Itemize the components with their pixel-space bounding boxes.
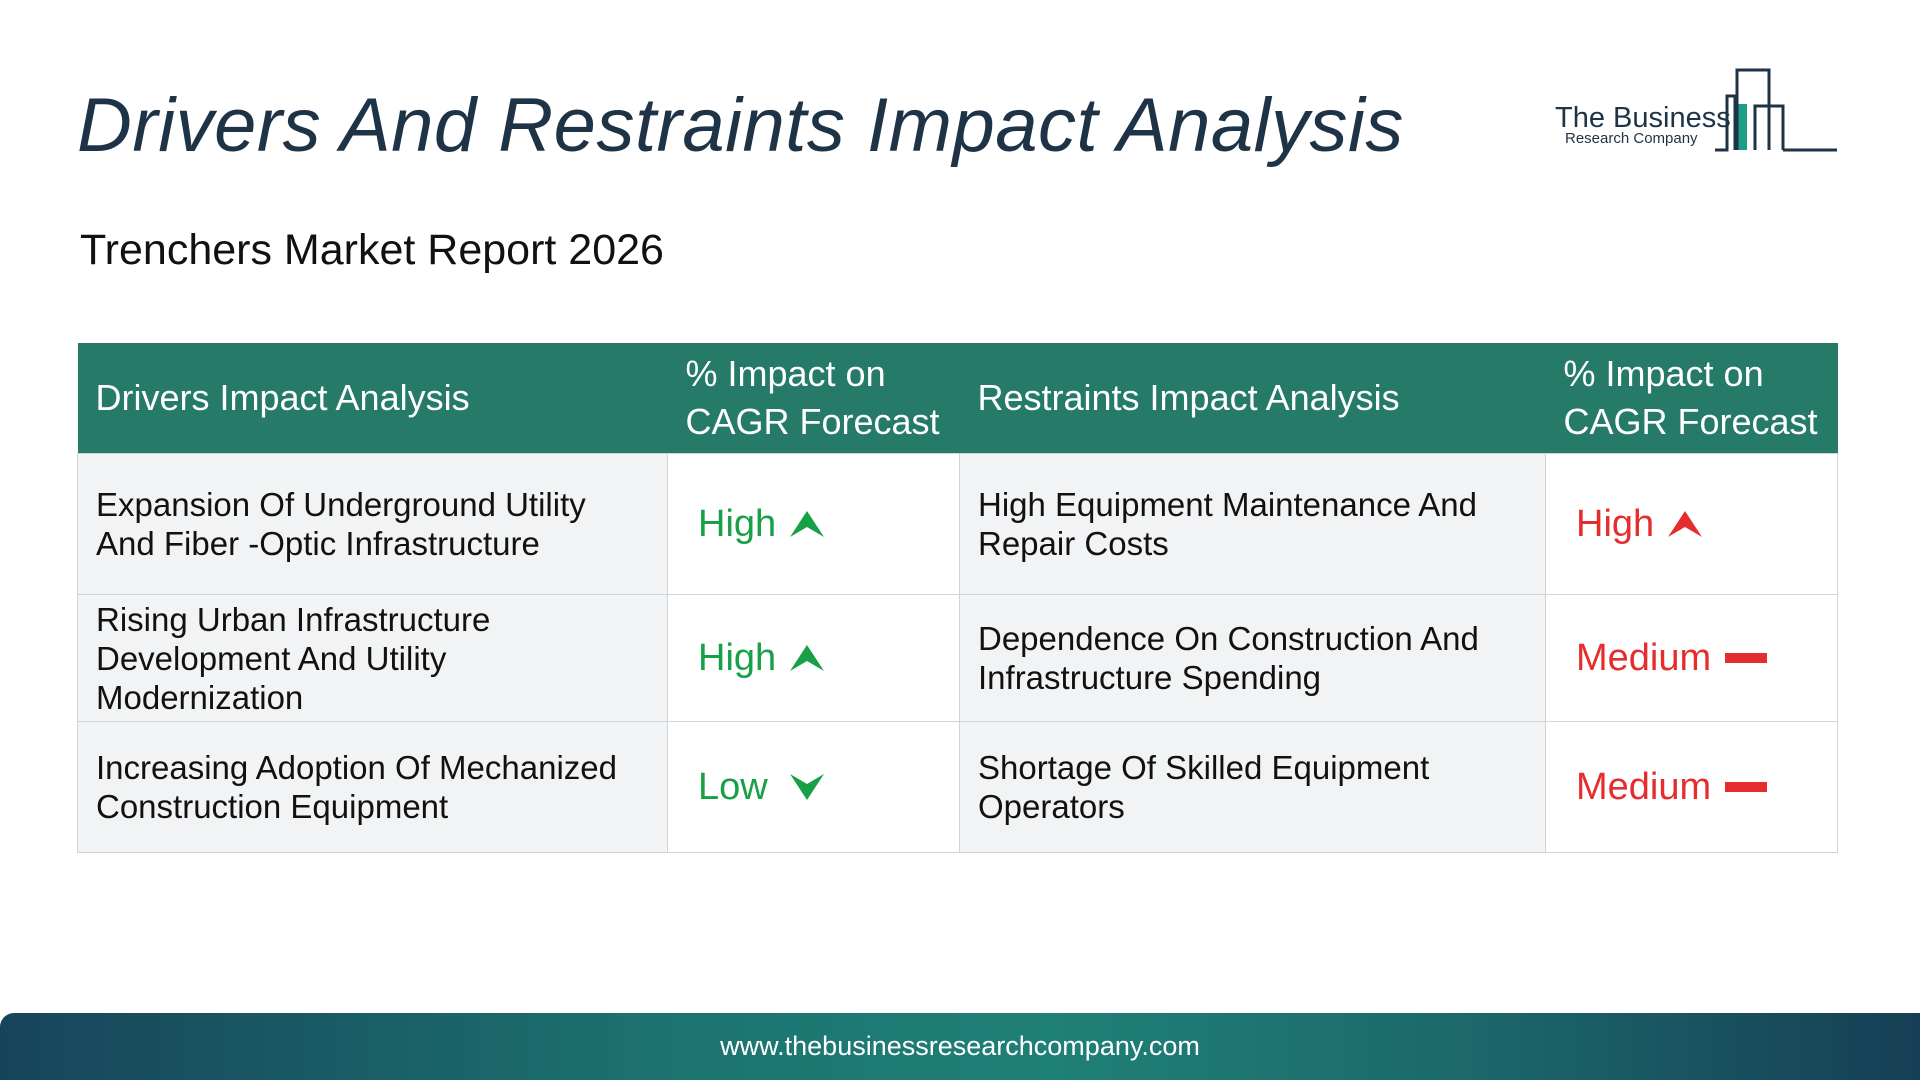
- arrow-up-icon: [790, 511, 825, 537]
- driver-impact-cell: High: [667, 594, 960, 722]
- website-link[interactable]: www.thebusinessresearchcompany.com: [720, 1031, 1200, 1061]
- col-header-restraints: Restraints Impact Analysis: [959, 343, 1546, 454]
- report-subtitle: Trenchers Market Report 2026: [80, 226, 664, 274]
- impact-level: Low: [698, 765, 824, 808]
- impact-level: High: [698, 636, 825, 679]
- table-row: Expansion Of Underground Utility And Fib…: [77, 453, 1838, 595]
- company-logo: The Business Research Company: [1555, 66, 1837, 156]
- table-row: Rising Urban Infrastructure Development …: [77, 594, 1838, 722]
- restraint-cell: High Equipment Maintenance And Repair Co…: [959, 453, 1546, 595]
- impact-level: Medium: [1576, 636, 1768, 679]
- restraint-cell: Dependence On Construction And Infrastru…: [959, 594, 1546, 722]
- impact-label: High: [698, 502, 777, 545]
- logo-tagline: Research Company: [1565, 130, 1698, 147]
- col-header-driver-impact: % Impact on CAGR Forecast: [667, 343, 960, 454]
- col-header-drivers: Drivers Impact Analysis: [77, 343, 668, 454]
- impact-label: High: [1576, 502, 1655, 545]
- table-header-row: Drivers Impact Analysis % Impact on CAGR…: [77, 343, 1838, 454]
- driver-impact-cell: Low: [667, 721, 960, 853]
- impact-table: Drivers Impact Analysis % Impact on CAGR…: [77, 343, 1838, 853]
- impact-level: High: [698, 502, 825, 545]
- col-header-restraint-impact: % Impact on CAGR Forecast: [1545, 343, 1838, 454]
- impact-label: Medium: [1576, 636, 1712, 679]
- table-row: Increasing Adoption Of Mechanized Constr…: [77, 721, 1838, 853]
- logo-name: The Business: [1555, 102, 1731, 134]
- footer-bar: www.thebusinessresearchcompany.com: [0, 1013, 1920, 1080]
- arrow-down-icon: [789, 774, 824, 800]
- dash-icon: [1725, 653, 1768, 663]
- restraint-impact-cell: Medium: [1545, 594, 1838, 722]
- arrow-up-icon: [790, 645, 825, 671]
- impact-label: Low: [698, 765, 768, 808]
- impact-level: Medium: [1576, 765, 1768, 808]
- restraint-cell: Shortage Of Skilled Equipment Operators: [959, 721, 1546, 853]
- buildings-icon: [1715, 68, 1837, 152]
- arrow-up-icon: [1668, 511, 1703, 537]
- driver-cell: Increasing Adoption Of Mechanized Constr…: [77, 721, 668, 853]
- driver-impact-cell: High: [667, 453, 960, 595]
- page-title: Drivers And Restraints Impact Analysis: [77, 83, 1404, 168]
- driver-cell: Expansion Of Underground Utility And Fib…: [77, 453, 668, 595]
- restraint-impact-cell: High: [1545, 453, 1838, 595]
- impact-label: Medium: [1576, 765, 1712, 808]
- impact-level: High: [1576, 502, 1703, 545]
- restraint-impact-cell: Medium: [1545, 721, 1838, 853]
- dash-icon: [1725, 782, 1768, 792]
- impact-label: High: [698, 636, 777, 679]
- driver-cell: Rising Urban Infrastructure Development …: [77, 594, 668, 722]
